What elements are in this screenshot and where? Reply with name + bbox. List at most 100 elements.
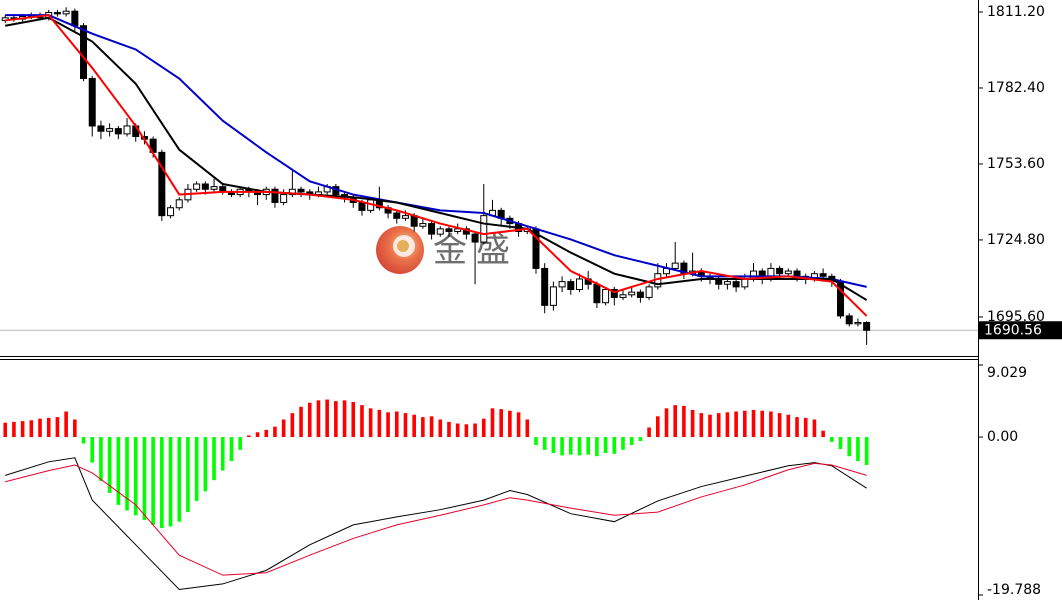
histogram-bar [429, 416, 434, 438]
y-tick-label: 1782.40 [987, 80, 1045, 96]
histogram-bar [560, 437, 564, 456]
histogram-bar [342, 400, 347, 438]
histogram-bar [386, 412, 390, 438]
histogram-bar [142, 437, 147, 521]
candle-body [80, 25, 88, 79]
histogram-bar [464, 424, 469, 438]
histogram-bar [351, 401, 356, 438]
logo [397, 240, 409, 252]
candle-body [628, 291, 636, 296]
histogram-bar [473, 423, 477, 438]
candle-body [436, 228, 444, 235]
candle-body [288, 188, 296, 196]
candle-body [428, 223, 436, 235]
candle-body [845, 315, 853, 325]
histogram-bar [455, 423, 460, 438]
histogram-bar [29, 420, 34, 438]
y-tick-label: -19.788 [987, 582, 1041, 598]
histogram-bar [133, 437, 138, 516]
histogram-bar [3, 422, 8, 438]
histogram-bar [551, 437, 556, 454]
candle-body [619, 294, 627, 298]
candle-body [602, 289, 610, 304]
candle-body [575, 278, 583, 291]
candle-body [401, 215, 409, 219]
histogram-bar [421, 417, 425, 438]
histogram-bar [186, 437, 190, 513]
histogram-bar [255, 432, 260, 438]
histogram-bar [769, 411, 773, 438]
histogram-bar [73, 419, 77, 438]
histogram-bar [795, 417, 799, 438]
histogram-bar [595, 437, 599, 457]
histogram-bar [55, 417, 60, 438]
candle-body [819, 273, 827, 277]
candle-body [741, 278, 749, 288]
histogram-bar [734, 411, 738, 438]
histogram-bar [99, 437, 103, 481]
histogram-bar [629, 437, 634, 446]
histogram-bar [812, 419, 817, 438]
y-tick-label: 1695.60 [987, 309, 1045, 325]
histogram-bar [194, 437, 199, 501]
histogram-bar [690, 409, 695, 438]
line [5, 14, 868, 317]
candle-body [393, 212, 401, 219]
candle-body [636, 291, 644, 298]
histogram-bar [447, 421, 451, 438]
histogram-bar [107, 437, 112, 493]
candle-body [454, 228, 462, 232]
histogram-bar [377, 409, 382, 438]
histogram-bar [603, 437, 608, 454]
histogram-bar [403, 413, 408, 438]
histogram-bar [481, 418, 486, 438]
candle-body [88, 77, 96, 127]
histogram-bar [273, 426, 277, 438]
candle-body [175, 199, 183, 209]
histogram-bar [299, 406, 303, 438]
candle-body [123, 125, 131, 135]
histogram-bar [838, 437, 843, 450]
histogram-bar [325, 399, 329, 438]
histogram-bar [682, 405, 686, 438]
histogram-bar [290, 413, 295, 438]
candle-body [854, 321, 862, 325]
histogram-bar [586, 437, 590, 455]
histogram-bar [334, 401, 338, 438]
histogram-bar [516, 412, 521, 438]
histogram-bar [673, 405, 678, 438]
histogram-bar [508, 410, 512, 438]
candle-body [863, 321, 871, 331]
histogram-bar [125, 437, 129, 511]
candle-body [114, 128, 122, 135]
histogram-bar [412, 414, 416, 438]
histogram-bar [656, 416, 660, 438]
histogram-bar [151, 437, 155, 525]
histogram-bar [64, 411, 68, 438]
histogram-bar [638, 437, 643, 442]
line [5, 457, 867, 591]
candle-body [784, 270, 792, 275]
histogram-bar [499, 409, 503, 438]
histogram-bar [612, 437, 617, 454]
candle-body [62, 10, 70, 15]
histogram-bar [20, 421, 25, 438]
candle-body [167, 207, 175, 217]
histogram-bar [803, 417, 808, 438]
candle-body [541, 267, 549, 306]
histogram-bar [856, 437, 860, 462]
histogram-bar [716, 413, 721, 438]
histogram-bar [760, 410, 765, 438]
histogram-bar [212, 437, 216, 481]
histogram-bar [264, 429, 269, 438]
histogram-bar [368, 408, 373, 438]
candle-body [671, 262, 679, 269]
histogram-bar [621, 437, 625, 450]
watermark-text: 金 [433, 231, 467, 271]
histogram-bar [238, 437, 242, 450]
histogram-bar [281, 419, 286, 438]
candle-body [297, 188, 305, 193]
candle-body [480, 215, 488, 243]
